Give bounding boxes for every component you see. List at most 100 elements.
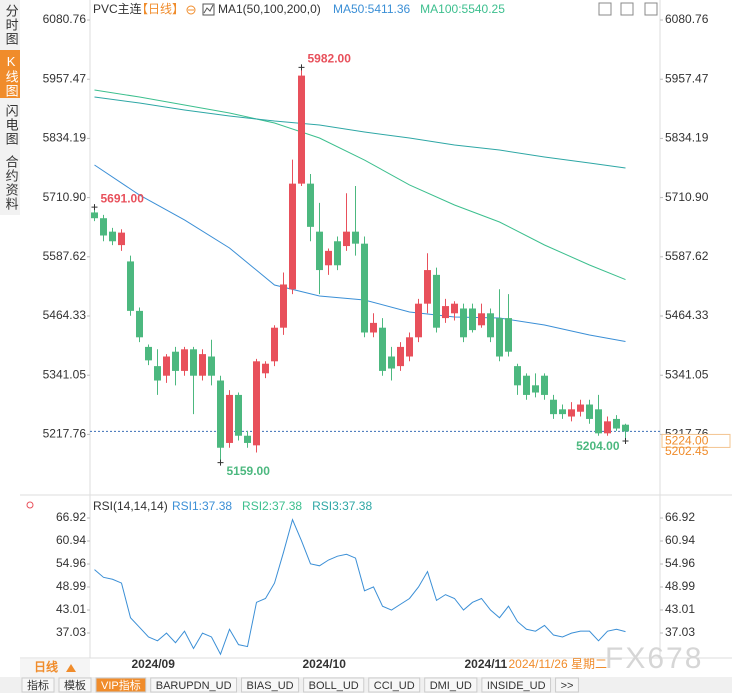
tab[interactable]: VIP指标 [101,678,141,692]
bottom-tabs: 指标 模板 VIP指标 BARUPDN_UD BIAS_UD BOLL_UD CCI_UD D… [21,677,579,693]
period-button[interactable]: 日线 [34,659,58,674]
tab-bg[interactable] [241,677,300,693]
tab[interactable]: 闪电图 [4,104,19,146]
tab[interactable]: INSIDE_UD [487,680,546,692]
candle-body [559,409,566,415]
tab-bg[interactable] [21,677,55,693]
tab-bg[interactable] [368,677,421,693]
tool-icon[interactable] [644,2,658,16]
tab[interactable]: 指标 [27,678,49,692]
tab-bg[interactable] [481,677,552,693]
candle-body [181,349,188,371]
candle-body [109,231,116,242]
tab[interactable]: K线图 [4,54,19,98]
extreme-label: 5691.00 [101,191,145,205]
y-tick-label: 5464.33 [665,308,709,322]
period[interactable]: 【日线】 [136,2,184,16]
x-tick-label: 2024/11 [465,657,508,671]
legend-entry: RSI2:37.38 [242,499,302,513]
y-tick-label: 60.94 [665,533,695,547]
candle-body [226,394,233,443]
candle-body [127,261,134,311]
tab[interactable]: BIAS_UD [247,680,294,692]
tool-icon[interactable] [620,2,634,16]
tab-bg[interactable] [150,677,238,693]
tab-bg[interactable] [555,677,579,693]
tab-bg[interactable] [95,677,147,693]
tab[interactable]: 模板 [64,678,86,692]
candle-body [361,243,368,333]
candle-body [307,183,314,227]
icon [66,664,76,672]
extreme-marker [622,438,629,445]
period-button-bg[interactable] [20,659,90,677]
candle-body [271,327,278,362]
candle-body [343,231,350,247]
y-tick-label: 5587.62 [665,249,709,263]
candle-body [253,361,260,446]
y-tick-label: 60.94 [56,533,86,547]
candle-body [415,303,422,338]
tab[interactable]: >> [561,680,574,692]
candle-body [154,366,161,381]
tab[interactable]: 分时图 [4,4,19,46]
tab-bg[interactable] [303,677,365,693]
indicator: MA1(50,100,200,0) [218,2,321,16]
y-tick-label: 48.99 [56,579,86,593]
y-tick-label: 5341.05 [43,367,87,381]
candle-body [496,318,503,357]
y-tick-label: 5957.47 [43,71,87,85]
candle-body [568,409,575,417]
candle-body [100,218,107,236]
price-tag-bg [661,433,731,448]
candle-body [172,351,179,371]
candle-body [244,435,251,443]
candle-body [541,375,548,395]
tab[interactable]: 合约资料 [4,155,19,211]
tab[interactable]: BOLL_UD [309,680,359,692]
y-tick-label: 66.92 [56,510,86,524]
candle-body [289,183,296,290]
legend-entry: MA100:5540.25 [420,2,505,16]
y-tick-label: 5710.90 [665,190,709,204]
candle-body [478,313,485,326]
icon[interactable] [186,5,196,15]
tool-icon[interactable] [598,2,612,16]
candle-body [235,394,242,436]
tab[interactable]: CCI_UD [374,680,415,692]
candle-body [469,308,476,331]
candle-body [217,380,224,448]
candle-body [622,424,629,432]
current-date: 2024/11/26 星期二 [508,657,607,671]
y-tick-label: 5217.76 [43,427,87,441]
candle-body [406,337,413,357]
y-tick-label: 66.92 [665,510,695,524]
watermark: FX678 [605,642,703,675]
candle-body [577,404,584,412]
extreme-marker [298,64,305,71]
chart-title: PVC主连 [93,1,142,16]
legend-entry: RSI3:37.38 [312,499,372,513]
legend-entry: RSI1:37.38 [172,499,232,513]
x-tick-label: 2024/10 [303,657,347,671]
tab-bg[interactable] [424,677,478,693]
tab[interactable]: DMI_UD [430,680,472,692]
candle-body [352,231,359,244]
candle-body [325,250,332,266]
candle-body [487,313,494,338]
icon[interactable] [202,3,215,16]
candle-body [118,232,125,246]
legend-entry: MA50:5411.36 [333,2,410,16]
price-tag: 5224.00 [665,434,709,448]
tab-bg[interactable] [58,677,92,693]
extreme-label: 5982.00 [308,52,352,66]
tab[interactable]: BARUPDN_UD [156,680,232,692]
toolbar [598,2,658,16]
y-tick-label: 6080.76 [665,12,709,26]
candle-body [379,327,386,371]
settings-icon[interactable] [26,501,34,509]
y-tick-label: 6080.76 [43,12,87,26]
